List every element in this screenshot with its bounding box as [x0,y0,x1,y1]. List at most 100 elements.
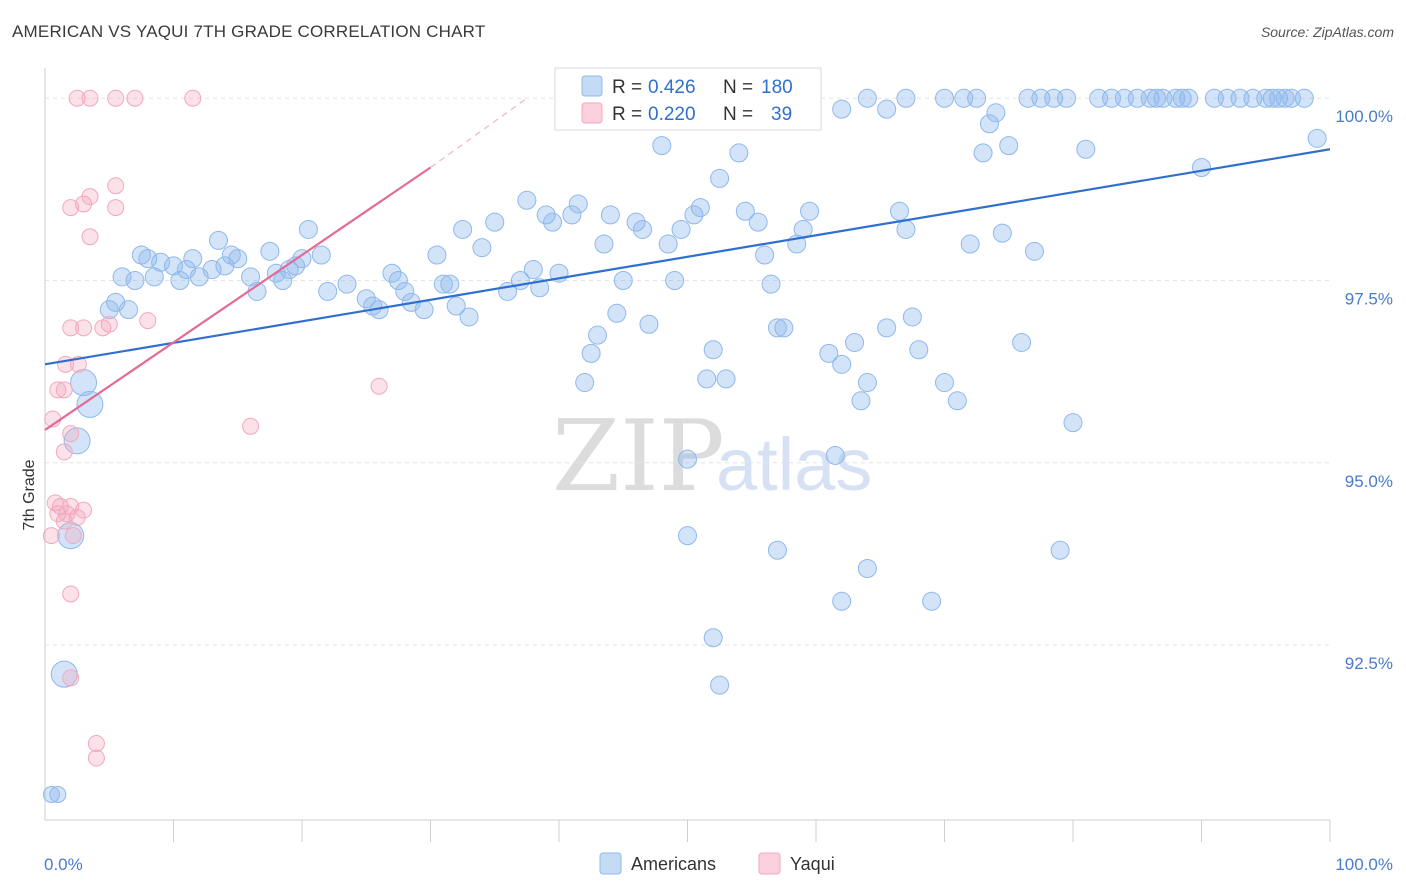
americans-point [459,307,479,327]
americans-point [568,194,588,214]
legend-americans-swatch [599,852,622,875]
y-tick-label: 95.0% [1345,472,1393,491]
americans-point [877,99,897,119]
americans-point [1179,88,1199,108]
americans-swatch [581,75,603,97]
americans-point [49,785,67,803]
americans-point [388,270,408,290]
americans-point [517,190,537,210]
yaqui-trendline [44,166,432,431]
americans-point [716,369,736,389]
americans-point [800,201,820,221]
americans-point [1063,413,1083,433]
americans-n-label: N = [723,77,753,98]
americans-point [678,449,697,469]
yaqui-point [51,498,69,516]
americans-point [273,270,293,290]
americans-point [260,241,280,261]
yaqui-point [100,315,118,333]
americans-point [671,219,691,239]
americans-point [543,212,563,232]
americans-point [922,591,942,611]
yaqui-point [126,89,144,107]
americans-point [992,223,1012,243]
americans-point [395,281,415,301]
americans-point [50,660,78,688]
americans-point [208,230,228,250]
americans-point [337,274,357,294]
yaqui-point [107,199,125,217]
yaqui-point [242,417,260,435]
yaqui-trendline-extension [430,97,528,168]
americans-point [890,201,910,221]
americans-point [896,88,916,108]
americans-point [947,391,967,411]
americans-point [472,238,492,258]
americans-point [125,270,145,290]
source-credit: Source: ZipAtlas.com [1260,24,1394,40]
americans-point [588,325,608,345]
americans-point [845,332,865,352]
chart-title: AMERICAN VS YAQUI 7TH GRADE CORRELATION … [12,22,486,41]
americans-point [633,219,653,239]
y-tick-label: 97.5% [1345,289,1393,308]
americans-point [1024,241,1044,261]
yaqui-point [64,527,82,545]
watermark-atlas: atlas [716,423,872,506]
americans-point [202,260,222,280]
legend-yaqui-label: Yaqui [790,854,835,874]
watermark-zip: ZIP [552,400,725,514]
americans-point [119,300,139,320]
americans-point [748,212,768,232]
americans-point [1172,88,1192,108]
americans-point [382,263,402,283]
americans-point [221,245,241,265]
americans-point [832,99,852,119]
yaqui-point [184,89,202,107]
americans-point [735,201,755,221]
americans-point [1275,88,1295,108]
americans-point [151,252,171,272]
legend-americans-label: Americans [631,854,716,874]
americans-point [76,390,104,418]
americans-point [652,136,672,156]
americans-point [138,249,158,269]
americans-point [414,300,434,320]
americans-point [697,369,717,389]
americans-point [298,219,318,239]
americans-point [1050,540,1070,560]
americans-point [979,114,999,134]
americans-point [446,296,466,316]
axes [44,68,1331,842]
americans-point [755,245,775,265]
yaqui-point [81,228,99,246]
americans-point [427,245,447,265]
americans-point [99,300,119,320]
americans-point [767,318,787,338]
yaqui-point [75,501,93,519]
americans-point [613,270,633,290]
americans-point [485,212,505,232]
americans-point [678,526,697,546]
yaqui-point [81,89,99,107]
americans-point [909,340,929,360]
x-tick-label-min: 0.0% [44,855,83,874]
americans-point [967,88,987,108]
americans-point [594,234,614,254]
americans-n-value: 180 [761,77,793,98]
americans-point [774,318,794,338]
americans-point [767,540,787,560]
americans-point [626,212,646,232]
americans-point [710,168,730,188]
americans-point [935,373,954,393]
yaqui-point [49,381,67,399]
americans-r-label: R = [612,77,642,98]
americans-point [562,205,582,225]
americans-point [440,274,460,294]
yaqui-point [62,425,80,443]
stats-legend: R = 0.426 N = 180 R = 0.220 N = 39 [554,67,822,131]
yaqui-r-value: 0.220 [648,104,696,125]
yaqui-points [42,89,388,767]
yaqui-point [62,585,80,603]
